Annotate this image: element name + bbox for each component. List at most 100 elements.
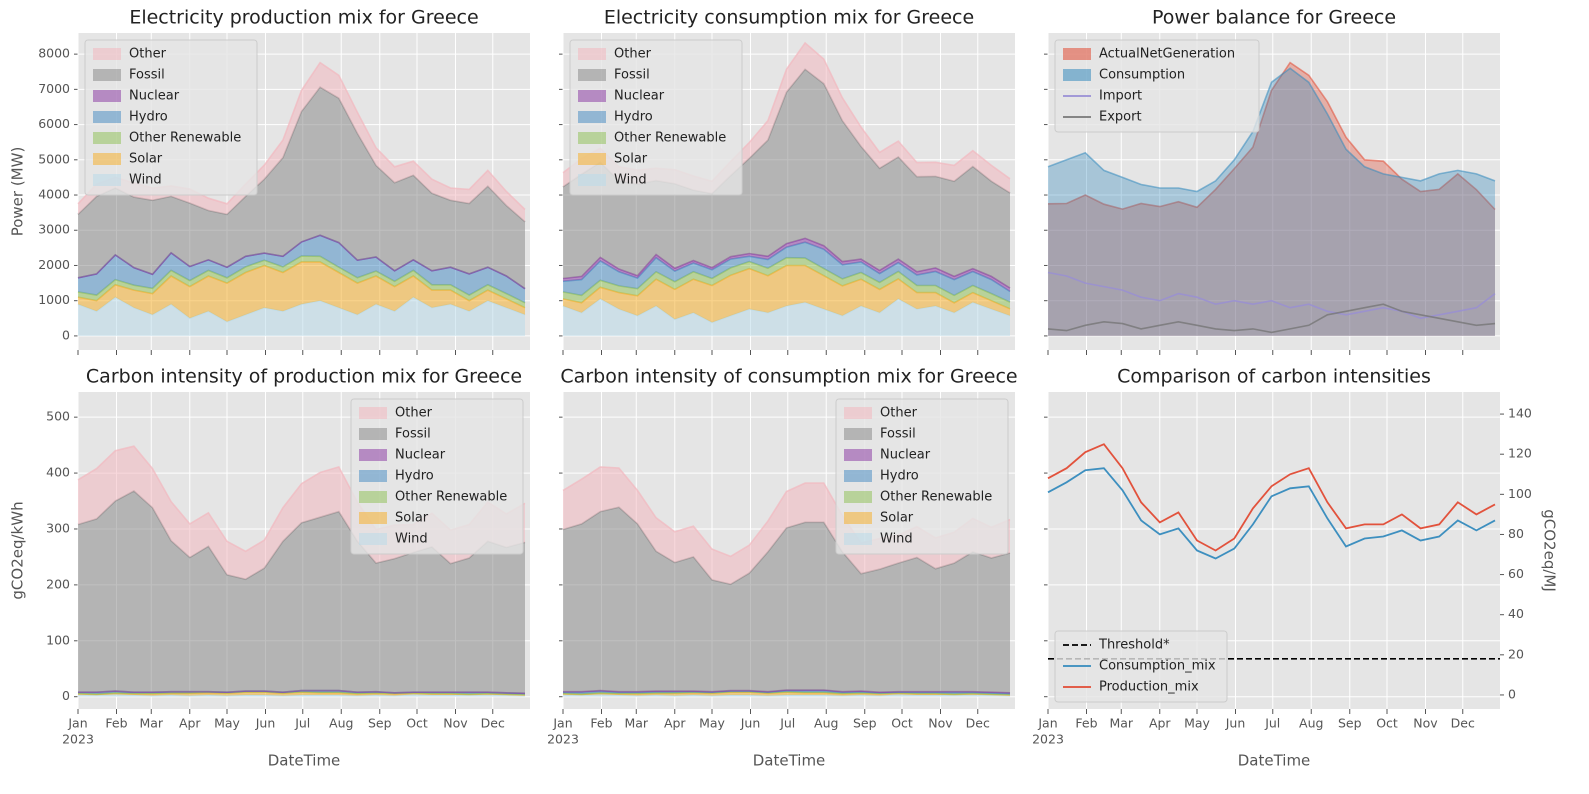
legend-box — [84, 39, 258, 196]
subplot-title: Electricity consumption mix for Greece — [604, 7, 974, 29]
legend: Other Fossil Nuclear Hydro Other Renewable So… — [835, 398, 1009, 555]
legend-label: Solar — [614, 152, 648, 167]
y-tick-label: 4000 — [38, 187, 70, 202]
x-tick-label: Jun — [1225, 716, 1246, 731]
subplot-title: Carbon intensity of consumption mix for … — [560, 366, 1017, 388]
legend: Other Fossil Nuclear Hydro Other Renewable So… — [569, 39, 743, 196]
legend-swatch — [578, 90, 606, 102]
series-line — [1047, 303, 1496, 334]
x-tick-label: Aug — [1299, 716, 1323, 731]
legend-swatch — [844, 491, 872, 503]
x-tick-label: Jun — [740, 716, 761, 731]
x-tick-label: Nov — [1413, 716, 1438, 731]
legend-label: Solar — [395, 511, 429, 526]
subplot: Electricity consumption mix for Greece Ot… — [559, 7, 1015, 355]
legend-swatch — [93, 48, 121, 60]
x-tick-label: Sep — [368, 716, 392, 731]
y2-tick-label: 60 — [1508, 566, 1524, 581]
legend-label: Fossil — [395, 427, 431, 442]
x-tick-label: Jul — [779, 716, 795, 731]
series-line — [1047, 443, 1496, 552]
legend-label: Hydro — [614, 110, 653, 125]
legend: Threshold* Consumption_mix Production_mix — [1054, 630, 1228, 703]
y-tick-label: 300 — [46, 520, 70, 535]
legend-label: Nuclear — [880, 448, 931, 463]
legend-box — [350, 398, 524, 555]
legend-swatch — [578, 132, 606, 144]
legend-label: Other — [395, 406, 433, 421]
legend-swatch — [93, 90, 121, 102]
legend-label: Solar — [129, 152, 163, 167]
x-tick-label: Dec — [481, 716, 505, 731]
legend-swatch — [93, 132, 121, 144]
x-tick-label: Jun — [255, 716, 276, 731]
y-tick-label: 0 — [62, 327, 70, 342]
legend-label: Nuclear — [129, 89, 180, 104]
subplot-title: Electricity production mix for Greece — [129, 7, 478, 29]
y-tick-label: 400 — [46, 465, 70, 480]
legend-label: Export — [1099, 110, 1142, 125]
subplot: Power balance for Greece ActualNetGenerat… — [1044, 7, 1500, 355]
legend-swatch — [359, 512, 387, 524]
legend-swatch — [1063, 48, 1091, 60]
legend: Other Fossil Nuclear Hydro Other Renewable So… — [84, 39, 258, 196]
x-tick-label: Mar — [624, 716, 648, 731]
legend-swatch — [844, 428, 872, 440]
legend-label: Wind — [395, 532, 428, 547]
x-tick-label: Feb — [590, 716, 612, 731]
legend-box — [569, 39, 743, 196]
x-tick-label: Mar — [1109, 716, 1133, 731]
legend-label: Fossil — [880, 427, 916, 442]
subplot: Jan Feb Mar Apr May Jun Jul Aug Sep Oct Nov Dec 2023… — [547, 366, 1018, 770]
legend-swatch — [844, 449, 872, 461]
legend-label: Other — [614, 47, 652, 62]
legend-swatch — [844, 533, 872, 545]
x-axis-label: DateTime — [753, 752, 826, 770]
x-tick-label: Apr — [179, 716, 201, 731]
legend-label: Wind — [880, 532, 913, 547]
legend-label: Other Renewable — [129, 131, 241, 146]
x-tick-label: May — [699, 716, 725, 731]
legend-box — [1054, 39, 1260, 133]
legend-swatch — [93, 174, 121, 186]
series-area — [563, 69, 1010, 288]
legend-swatch — [359, 449, 387, 461]
legend-swatch — [359, 533, 387, 545]
legend-label: Other Renewable — [395, 490, 507, 505]
subplot-title: Power balance for Greece — [1152, 7, 1396, 29]
series-area — [563, 242, 1010, 303]
legend-swatch — [1063, 69, 1091, 81]
legend-label: Fossil — [614, 68, 650, 83]
legend-swatch — [359, 491, 387, 503]
series-line — [1047, 61, 1496, 211]
subplot: 0 100 200 300 400 500 Jan Feb Mar Apr May Jun Jul Aug… — [9, 366, 530, 770]
legend-label: Wind — [614, 173, 647, 188]
series-area — [563, 42, 1010, 194]
series-area — [563, 507, 1010, 693]
legend-label: Threshold* — [1098, 638, 1170, 653]
legend-swatch — [93, 153, 121, 165]
legend-swatch — [578, 48, 606, 60]
x-tick-label: Apr — [1149, 716, 1171, 731]
series-area — [78, 297, 525, 336]
x-axis-label: DateTime — [1238, 752, 1311, 770]
legend-swatch — [93, 111, 121, 123]
series-area — [78, 87, 525, 289]
x-axis-label: DateTime — [268, 752, 341, 770]
legend-label: Wind — [129, 173, 162, 188]
x-tick-label: Feb — [105, 716, 127, 731]
series-area — [78, 62, 525, 222]
y2-tick-label: 20 — [1508, 646, 1524, 661]
x-tick-label: Sep — [853, 716, 877, 731]
y2-axis-label: gCO2eq/MJ — [1541, 509, 1559, 592]
legend-swatch — [844, 407, 872, 419]
x-tick-label: Apr — [664, 716, 686, 731]
series-area — [1048, 62, 1495, 336]
x-tick-label: Aug — [814, 716, 838, 731]
series-area — [78, 692, 525, 696]
series-area — [1048, 68, 1495, 336]
legend: Other Fossil Nuclear Hydro Other Renewable So… — [350, 398, 524, 555]
subplot: 0 20 40 60 80 100 120 140 Jan Feb Mar Apr May Jun Jul A… — [1032, 366, 1558, 770]
x-tick-label: Jul — [1264, 716, 1280, 731]
series-area — [563, 692, 1010, 696]
